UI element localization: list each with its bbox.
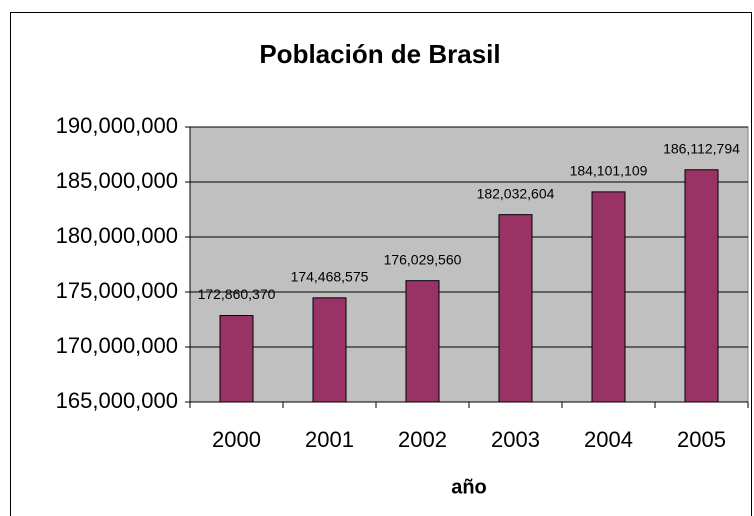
plot-area [189,126,749,403]
data-label: 182,032,604 [477,185,555,201]
bar [219,315,254,403]
data-label: 174,468,575 [291,269,369,285]
data-label: 176,029,560 [384,251,462,267]
bar [312,297,347,403]
y-tick-label: 175,000,000 [56,278,178,303]
data-label: 172,860,370 [198,286,276,302]
bar [684,169,719,403]
data-label: 184,101,109 [570,163,648,179]
x-tick-label: 2004 [584,427,633,452]
y-tick-label: 180,000,000 [56,223,178,248]
bar [498,214,533,403]
y-tick-label: 170,000,000 [56,333,178,358]
x-tick-label: 2003 [491,427,540,452]
x-axis-title: año [451,476,487,498]
x-tick-label: 2005 [677,427,726,452]
y-tick-label: 190,000,000 [56,113,178,138]
x-tick-label: 2001 [305,427,354,452]
y-tick-label: 185,000,000 [56,168,178,193]
x-tick-label: 2002 [398,427,447,452]
x-tick-label: 2000 [212,427,261,452]
data-label: 186,112,794 [663,140,740,156]
bar [591,191,626,403]
y-tick-label: 165,000,000 [56,388,178,413]
bar [405,280,440,403]
chart-title: Población de Brasil [259,39,500,69]
